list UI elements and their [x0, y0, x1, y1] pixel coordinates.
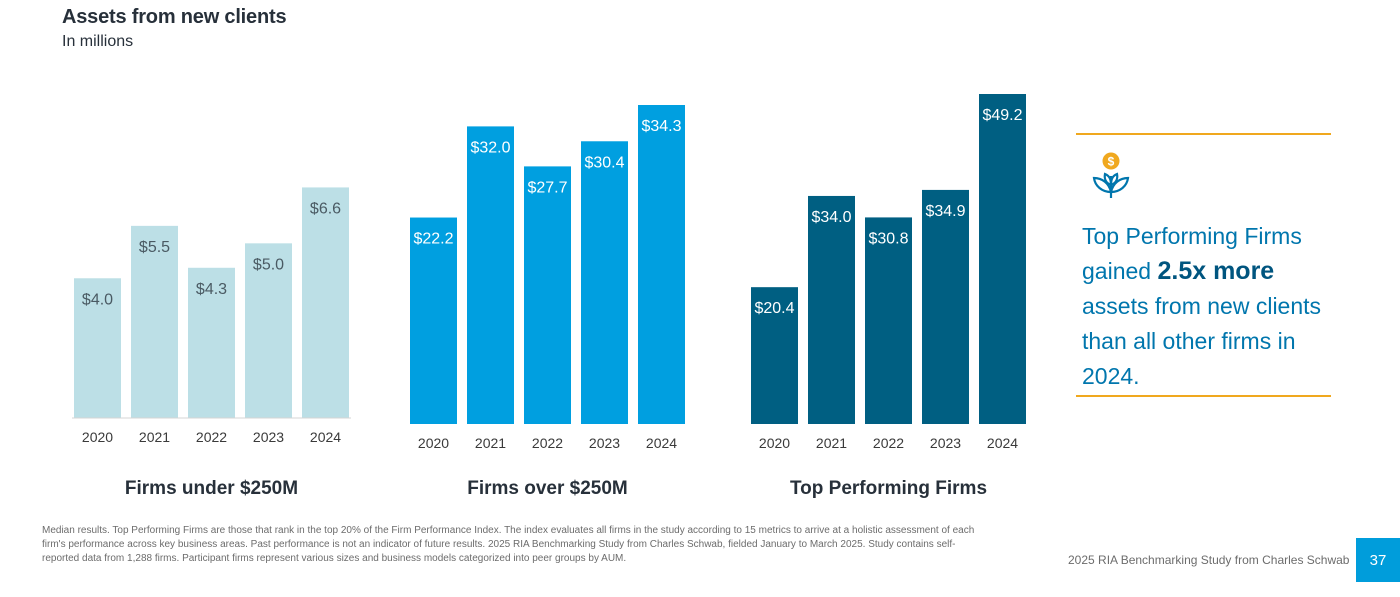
chart-3-bar-2023 [922, 189, 969, 424]
callout-text-after: assets from new clients than all other f… [1082, 293, 1322, 389]
chart-3-bar-2020 [751, 287, 798, 424]
chart-1-x-tick-2020: 2020 [82, 429, 113, 445]
svg-text:$: $ [1108, 155, 1115, 169]
chart-2-data-label-2024: $34.3 [641, 118, 681, 135]
chart-3-x-tick-2023: 2023 [930, 435, 961, 451]
callout-box: $ Top Performing Firms gained 2.5x more … [1076, 133, 1332, 397]
chart-1-bar-2021 [131, 225, 178, 418]
chart-2-data-label-2023: $30.4 [584, 154, 624, 171]
chart-2-data-label-2021: $32.0 [470, 139, 510, 156]
chart-1-bar-2022 [188, 267, 235, 418]
chart-1-x-tick-2023: 2023 [253, 429, 284, 445]
chart-2-bar-2020 [410, 217, 457, 424]
chart-2-title: Firms over $250M [467, 478, 628, 499]
chart-1-x-tick-2021: 2021 [139, 429, 170, 445]
chart-3-x-tick-2021: 2021 [816, 435, 847, 451]
callout-highlight: 2.5x more [1157, 257, 1275, 285]
bar-charts: $4.0 2020 $5.5 2021 $4.3 2022 $5.0 2023 $6.6 2024… [72, 94, 1026, 499]
page-title: Assets from new clients [62, 6, 287, 28]
chart-1-bar-2020 [74, 278, 121, 418]
chart-2-data-label-2020: $22.2 [413, 231, 453, 248]
chart-1-data-label-2020: $4.0 [82, 291, 113, 308]
chart-1-bar-2024 [302, 187, 349, 418]
chart-1-data-label-2024: $6.6 [310, 200, 341, 217]
chart-1-x-tick-2022: 2022 [196, 429, 227, 445]
chart-2-bar-2021 [467, 126, 514, 424]
chart-3-x-tick-2020: 2020 [759, 435, 790, 451]
chart-1-bar-2023 [245, 243, 292, 418]
callout-text-before: Top Performing Firms gained [1082, 223, 1302, 284]
chart-3-bar-2022 [865, 217, 912, 424]
chart-3-title: Top Performing Firms [790, 478, 987, 499]
chart-2-bar-2023 [581, 141, 628, 425]
chart-2-bar-2022 [524, 166, 571, 424]
chart-3-x-tick-2022: 2022 [873, 435, 904, 451]
chart-2-x-tick-2023: 2023 [589, 435, 620, 451]
page-number: 37 [1356, 538, 1400, 582]
chart-2-x-tick-2022: 2022 [532, 435, 563, 451]
source-label: 2025 RIA Benchmarking Study from Charles… [1068, 553, 1350, 567]
chart-1-x-tick-2024: 2024 [310, 429, 341, 445]
chart-3-bar-2021 [808, 195, 855, 424]
callout-top-rule [1076, 133, 1331, 135]
chart-2-bar-2024 [638, 105, 685, 424]
chart-1-title: Firms under $250M [125, 478, 298, 499]
chart-3-data-label-2024: $49.2 [982, 107, 1022, 124]
chart-2-data-label-2022: $27.7 [527, 179, 567, 196]
chart-3-x-tick-2024: 2024 [987, 435, 1018, 451]
chart-1-data-label-2021: $5.5 [139, 239, 170, 256]
callout-text: Top Performing Firms gained 2.5x more as… [1082, 219, 1322, 394]
chart-3-data-label-2023: $34.9 [925, 203, 965, 220]
chart-3-bar-2024 [979, 94, 1026, 424]
page-subtitle: In millions [62, 33, 134, 50]
chart-2-x-tick-2020: 2020 [418, 435, 449, 451]
chart-2-x-tick-2024: 2024 [646, 435, 677, 451]
chart-2-x-tick-2021: 2021 [475, 435, 506, 451]
chart-3-data-label-2022: $30.8 [868, 230, 908, 247]
chart-3-data-label-2020: $20.4 [754, 300, 794, 317]
chart-1-data-label-2022: $4.3 [196, 281, 227, 298]
chart-1-data-label-2023: $5.0 [253, 256, 284, 273]
footnote: Median results. Top Performing Firms are… [42, 525, 975, 564]
plant-dollar-icon: $ [1092, 152, 1130, 198]
callout-bottom-rule [1076, 395, 1331, 397]
chart-3-data-label-2021: $34.0 [811, 209, 851, 226]
